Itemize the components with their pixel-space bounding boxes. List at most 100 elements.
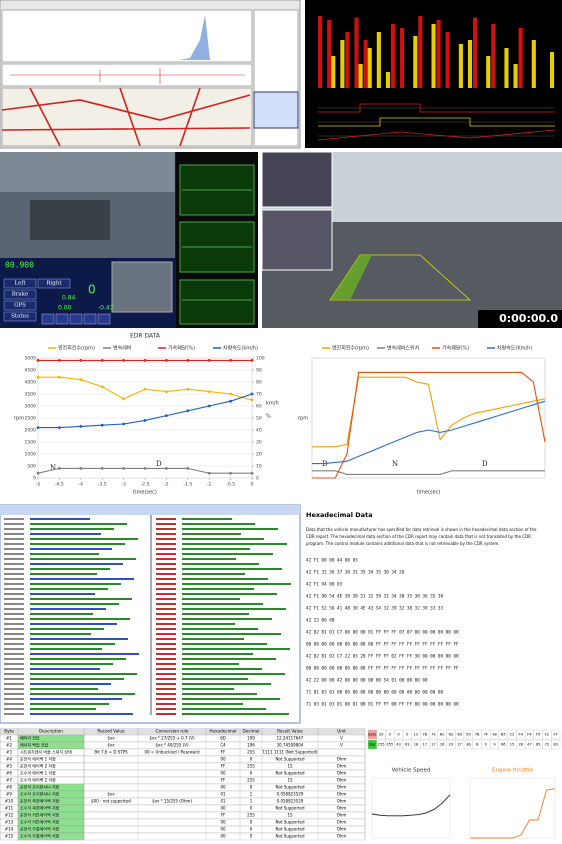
bar [486, 56, 491, 88]
hex-line: 42 23 06 4B [306, 618, 335, 624]
hex-row [182, 658, 276, 660]
button[interactable] [3, 278, 37, 289]
hex-cell-text: B5 [501, 733, 506, 737]
hex-row [30, 693, 135, 695]
legend-label: 가속페달(%) [442, 345, 469, 352]
hex-cell-text: 7B [475, 733, 480, 737]
table-cell: 운전석 커튼에어백 저항 [20, 812, 60, 818]
table-cell: C4 [220, 743, 226, 748]
bar [418, 16, 423, 88]
table-cell: 00 [220, 771, 226, 776]
hex-row [30, 548, 112, 550]
button[interactable] [3, 289, 37, 300]
hex-cell-text: 7F [484, 733, 488, 737]
table-cell: V [340, 743, 343, 748]
hex-row [30, 708, 96, 710]
y-tick-label: 1500 [25, 440, 37, 446]
hex-row [182, 643, 267, 645]
table-cell: #4 [6, 757, 12, 762]
hex-row [182, 563, 259, 565]
hex-row [30, 538, 138, 540]
hex-line: 00 00 00 00 00 00 00 00 FF FF FF FF FF F… [306, 666, 459, 672]
hex-row [156, 628, 176, 630]
table-cell: 00 = Unbuckled / Rearward [144, 750, 199, 755]
data-point [165, 414, 168, 417]
table-cell: Bit 7,6 = D STPS [94, 750, 128, 755]
hex-cell-text: F4 [527, 733, 532, 737]
table-cell: 에너지 백업 전압 [20, 742, 49, 748]
hex-row [156, 633, 176, 635]
playback-button[interactable] [55, 313, 69, 325]
hex-row [30, 673, 137, 675]
hex-row [30, 683, 111, 685]
hex-cell-text: 43 [396, 743, 401, 747]
hex-cell-text: 8 [476, 743, 479, 747]
hex-line: 71 01 03 01 00 00 00 00 00 00 00 00 00 0… [306, 690, 444, 696]
bar [400, 28, 405, 88]
hex-row [156, 553, 176, 555]
y2-tick-label: 100 [256, 356, 265, 362]
table-cell: Ohm [337, 757, 347, 762]
table-cell: #1 [6, 736, 12, 741]
hex-row [30, 603, 119, 605]
table-cell: 조수석 에어백 2 저항 [20, 777, 56, 783]
table-cell: 30.74509804 [277, 743, 304, 748]
data-point [229, 471, 233, 475]
table-cell: Not Supported [275, 806, 305, 811]
table-cell: 255 [247, 778, 255, 783]
hex-cell-text: Dec [369, 743, 376, 747]
y-tick-label: 2500 [25, 416, 37, 422]
hex-cell-text: 0 [406, 733, 409, 737]
hex-row [4, 533, 24, 535]
table-header: Conversion rule [156, 729, 189, 734]
button[interactable] [37, 278, 71, 289]
hex-line: 42 F1 32 36 37 30 31 35 34 35 30 34 20 [306, 570, 405, 576]
hex-cell-text: 7B [422, 733, 427, 737]
hex-cell-text: Byte [368, 733, 377, 737]
bar [376, 32, 381, 88]
x-axis-label: time(sec) [133, 490, 157, 496]
playback-button[interactable] [83, 313, 97, 325]
bar [513, 64, 518, 88]
hex-cell-text: 9D [457, 733, 462, 737]
legend-label: 차량속도(km/h) [223, 345, 258, 352]
table-cell: 0 [250, 827, 253, 832]
data-point [100, 385, 104, 389]
data-point [100, 359, 104, 362]
table-cell: 109 [247, 736, 255, 741]
hex-row [30, 643, 115, 645]
hex-row [182, 588, 254, 590]
bar [413, 36, 418, 88]
playback-button[interactable] [69, 313, 83, 325]
button[interactable] [3, 300, 37, 311]
table-cell: 00 [220, 827, 226, 832]
hex-row [30, 618, 130, 620]
data-point [36, 375, 40, 379]
hex-row [30, 598, 132, 600]
table-header: Decimal [242, 729, 259, 734]
table-cell: 0.058823529 [277, 799, 304, 804]
y2-tick-label: 70 [256, 392, 262, 398]
hex-row [156, 548, 176, 550]
hex-row [156, 668, 176, 670]
table-cell: #7 [6, 778, 12, 783]
hex-cell-text: 18 [414, 743, 419, 747]
hex-cell-text: 28 [518, 743, 523, 747]
button[interactable] [3, 311, 37, 322]
doc-paragraph: program. The control module contains add… [306, 541, 500, 546]
x-tick-label: 0 [251, 482, 254, 488]
chart-title: EDR DATA [130, 333, 161, 340]
table-cell: 1111 1111 (Not Supported) [262, 750, 318, 755]
y2-axis-label: % [266, 414, 271, 420]
table-cell: #5 [6, 764, 12, 769]
hex-row [30, 628, 104, 630]
hex-row [182, 703, 243, 705]
hex-cell-text: 23 [449, 743, 454, 747]
hex-row [30, 648, 102, 650]
playback-button[interactable] [97, 313, 111, 325]
hex-row [156, 698, 176, 700]
playback-button[interactable] [41, 313, 55, 325]
table-cell: Not Supported [275, 785, 305, 790]
hex-cell-text: 72 [545, 743, 550, 747]
table-cell: 배터리 전압 [20, 735, 40, 741]
